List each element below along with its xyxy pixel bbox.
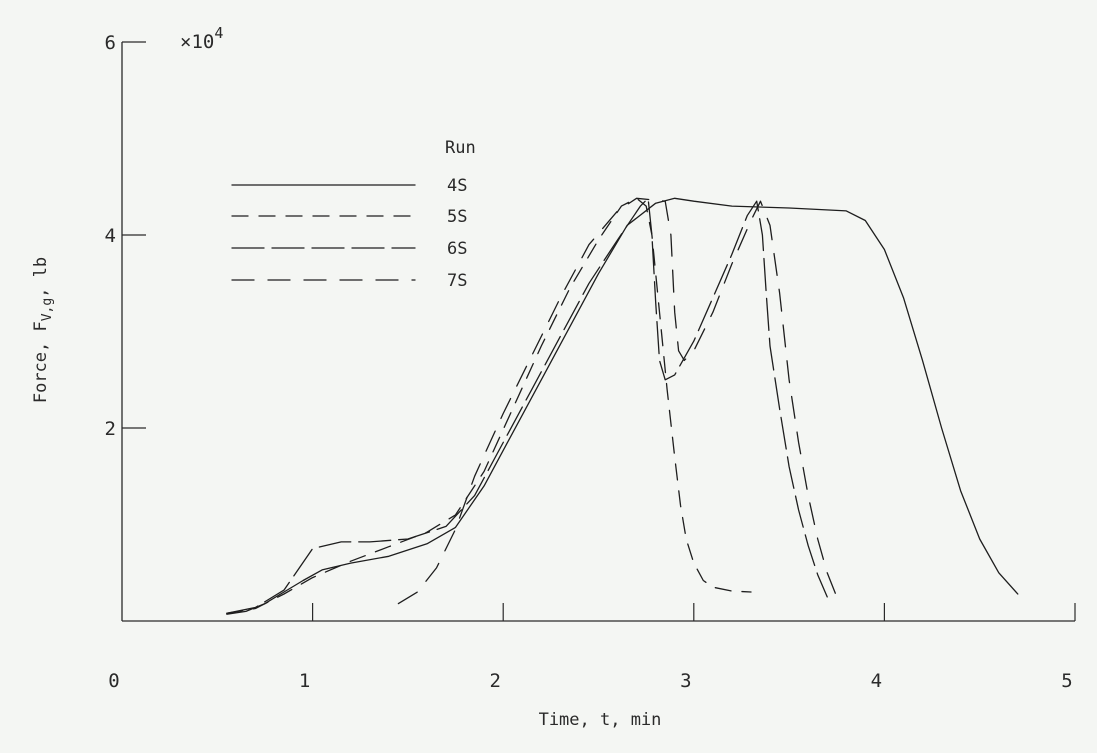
axes — [121, 42, 1075, 622]
series-line-7s — [397, 197, 838, 605]
y-axis-label-main: Force, F — [31, 321, 51, 403]
y-tick-label-2: 2 — [105, 418, 116, 440]
series-lines — [226, 197, 1019, 615]
x-tick-label-2: 2 — [489, 670, 500, 692]
y-tick-label-6: 6 — [105, 32, 116, 54]
y-multiplier-exponent: 4 — [214, 24, 223, 42]
legend-label-5s: 5S — [447, 207, 467, 227]
x-tick-label-0: 0 — [108, 670, 119, 692]
y-axis-label-unit: , lb — [31, 257, 51, 298]
y-axis-label-subscript: V,g — [40, 298, 55, 321]
x-axis-label: Time, t, min — [539, 710, 662, 730]
y-tick-label-4: 4 — [105, 225, 116, 247]
legend-title: Run — [445, 138, 476, 158]
x-tick-label-1: 1 — [299, 670, 310, 692]
legend-label-6s: 6S — [447, 239, 467, 259]
x-tick-label-4: 4 — [871, 670, 882, 692]
legend-entries: 4S 5S 6S 7S — [231, 176, 467, 291]
tick-marks — [122, 41, 1076, 621]
y-multiplier: ×104 — [180, 24, 223, 53]
legend-label-7s: 7S — [447, 271, 467, 291]
x-tick-label-3: 3 — [680, 670, 691, 692]
legend-label-4s: 4S — [447, 176, 467, 196]
series-line-6s — [226, 197, 828, 614]
series-line-5s — [226, 197, 752, 614]
y-axis-label: Force, FV,g, lb — [31, 257, 55, 403]
x-tick-label-5: 5 — [1061, 670, 1072, 692]
legend: Run 4S 5S 6S 7S — [231, 138, 476, 291]
tick-labels: 0 1 2 3 4 5 2 4 6 — [105, 32, 1073, 692]
